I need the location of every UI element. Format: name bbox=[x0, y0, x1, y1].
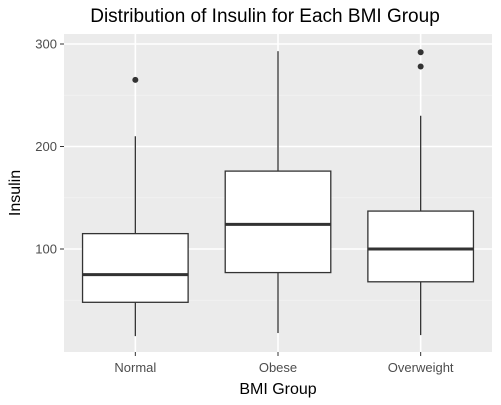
x-tick-label: Obese bbox=[259, 360, 297, 375]
y-tick-label: 300 bbox=[35, 37, 57, 52]
outlier-point bbox=[417, 63, 424, 70]
y-tick-label: 200 bbox=[35, 139, 57, 154]
box-normal bbox=[81, 76, 189, 337]
x-tick-label: Normal bbox=[114, 360, 156, 375]
box-series bbox=[81, 49, 475, 337]
box-overweight bbox=[367, 49, 475, 336]
chart-title: Distribution of Insulin for Each BMI Gro… bbox=[90, 6, 440, 27]
y-axis: 100 200 300 bbox=[35, 37, 64, 257]
y-axis-title: Insulin bbox=[7, 170, 24, 216]
x-tick-label: Overweight bbox=[388, 360, 454, 375]
box-obese bbox=[224, 51, 332, 334]
iqr-box bbox=[224, 170, 332, 274]
iqr-box bbox=[367, 210, 475, 283]
outlier-point bbox=[132, 76, 139, 83]
outlier-point bbox=[417, 49, 424, 56]
y-tick-label: 100 bbox=[35, 242, 57, 257]
iqr-box bbox=[81, 232, 189, 303]
x-axis: Normal Obese Overweight bbox=[114, 352, 454, 375]
x-axis-title: BMI Group bbox=[239, 381, 316, 398]
